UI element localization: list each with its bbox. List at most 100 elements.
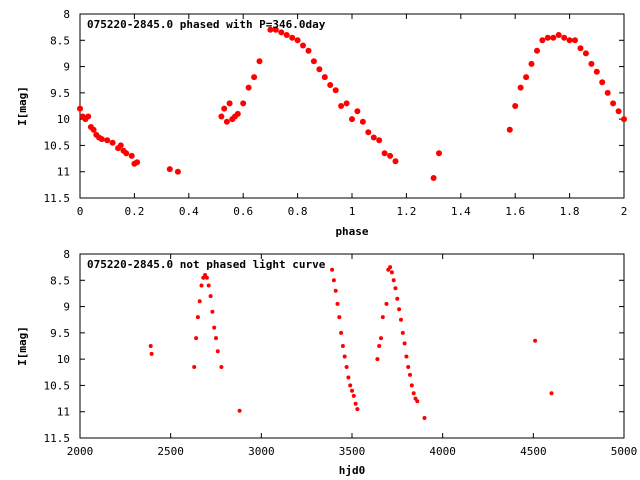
data-point: [104, 137, 111, 144]
data-point: [388, 265, 393, 270]
y-tick-label: 9.5: [50, 87, 70, 100]
tick-labels: 0 0.2 0.4 0.6 0.8 1 1.2 1.4 1.6 1.8 2 8 8.5 9 9.5 10 10.…: [44, 8, 628, 218]
y-tick-label: 9: [63, 301, 70, 314]
data-point: [533, 338, 538, 343]
data-point: [599, 79, 606, 86]
data-point: [339, 330, 344, 335]
data-point: [98, 136, 105, 143]
data-point: [331, 278, 336, 283]
y-tick-label: 10.5: [44, 139, 71, 152]
data-point: [218, 113, 225, 120]
data-point: [310, 58, 317, 65]
data-point: [342, 354, 347, 359]
chart-title: 075220-2845.0 not phased light curve: [87, 258, 326, 271]
data-point: [615, 108, 622, 115]
data-point: [272, 26, 279, 33]
data-point: [399, 317, 403, 322]
x-tick-label: 2: [621, 205, 628, 218]
data-point: [395, 296, 400, 301]
data-point: [332, 87, 339, 94]
y-tick-label: 11.5: [44, 192, 71, 205]
data-point: [327, 82, 334, 88]
data-point: [221, 105, 228, 112]
x-tick-label: 5000: [611, 445, 638, 458]
y-tick-label: 8: [63, 248, 70, 261]
x-tick-label: 2000: [67, 445, 94, 458]
data-point: [400, 330, 405, 335]
data-points: [148, 265, 554, 420]
data-point: [210, 309, 215, 314]
data-point: [294, 37, 301, 44]
data-point: [212, 325, 217, 330]
data-point: [539, 37, 546, 44]
data-point: [393, 286, 398, 291]
data-point: [354, 108, 361, 115]
data-point: [351, 393, 356, 398]
data-point: [593, 68, 600, 75]
phased-light-curve-panel: 0 0.2 0.4 0.6 0.8 1 1.2 1.4 1.6 1.8 2 8 8.5 9 9.5 10 10.…: [16, 8, 627, 238]
data-point: [422, 416, 427, 420]
y-tick-label: 9.5: [50, 327, 70, 340]
data-point: [588, 60, 595, 67]
data-point: [404, 354, 409, 359]
data-point: [208, 294, 213, 299]
tick-marks: [79, 253, 625, 439]
data-point: [219, 365, 224, 369]
data-point: [544, 34, 551, 41]
data-points: [77, 26, 627, 181]
data-point: [348, 383, 353, 388]
y-tick-label: 8.5: [50, 34, 70, 47]
tick-labels: 2000 2500 3000 3500 4000 4500 5000 8 8.5 9 9.5 10 10…: [44, 248, 638, 458]
data-point: [350, 388, 354, 393]
data-point: [305, 47, 312, 54]
data-point: [572, 37, 578, 44]
data-point: [199, 283, 204, 288]
data-point: [506, 126, 513, 133]
y-tick-label: 10.5: [44, 379, 71, 392]
x-tick-label: 1.2: [396, 205, 416, 218]
data-point: [330, 267, 335, 272]
data-point: [379, 336, 383, 341]
data-point: [555, 32, 562, 38]
data-point: [267, 26, 274, 33]
y-tick-label: 8: [63, 8, 70, 21]
data-point: [148, 344, 153, 348]
y-axis-label: I[mag]: [16, 86, 29, 126]
data-point: [380, 315, 385, 320]
y-tick-label: 8.5: [50, 274, 70, 287]
data-point: [234, 110, 241, 117]
data-point: [278, 29, 285, 36]
data-point: [335, 301, 340, 306]
y-tick-label: 9: [63, 61, 70, 74]
data-point: [204, 275, 209, 280]
y-tick-label: 10: [57, 353, 70, 366]
data-point: [409, 383, 414, 388]
y-tick-label: 11: [57, 166, 70, 179]
x-tick-label: 4000: [429, 445, 456, 458]
data-point: [408, 372, 412, 377]
data-point: [512, 103, 519, 109]
data-point: [582, 50, 589, 57]
data-point: [359, 118, 366, 125]
data-point: [346, 375, 351, 380]
data-point: [197, 299, 202, 304]
x-tick-label: 0.2: [124, 205, 144, 218]
data-point: [349, 116, 355, 123]
data-point: [387, 152, 394, 159]
data-point: [251, 74, 258, 81]
data-point: [166, 166, 173, 173]
data-point: [370, 134, 377, 141]
data-point: [321, 74, 328, 81]
data-point: [397, 307, 402, 312]
data-point: [610, 100, 617, 107]
y-axis-label: I[mag]: [16, 326, 29, 366]
chart-title: 075220-2845.0 phased with P=346.0day: [87, 18, 326, 31]
data-point: [389, 270, 394, 275]
data-point: [415, 399, 420, 404]
x-tick-label: 0.4: [179, 205, 199, 218]
data-point: [90, 126, 97, 133]
x-tick-label: 3500: [339, 445, 366, 458]
data-point: [134, 159, 141, 166]
data-point: [149, 351, 154, 356]
